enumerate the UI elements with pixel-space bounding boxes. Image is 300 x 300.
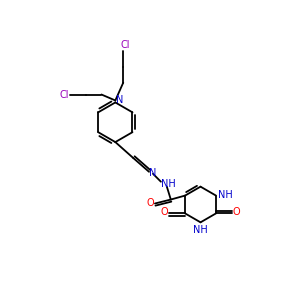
Text: Cl: Cl — [59, 89, 69, 100]
Text: O: O — [233, 207, 241, 218]
Text: Cl: Cl — [121, 40, 130, 50]
Text: NH: NH — [193, 225, 208, 235]
Text: O: O — [146, 197, 154, 208]
Text: N: N — [116, 95, 123, 106]
Text: NH: NH — [161, 179, 176, 189]
Text: O: O — [160, 207, 168, 218]
Text: NH: NH — [218, 190, 232, 200]
Text: N: N — [149, 168, 157, 178]
